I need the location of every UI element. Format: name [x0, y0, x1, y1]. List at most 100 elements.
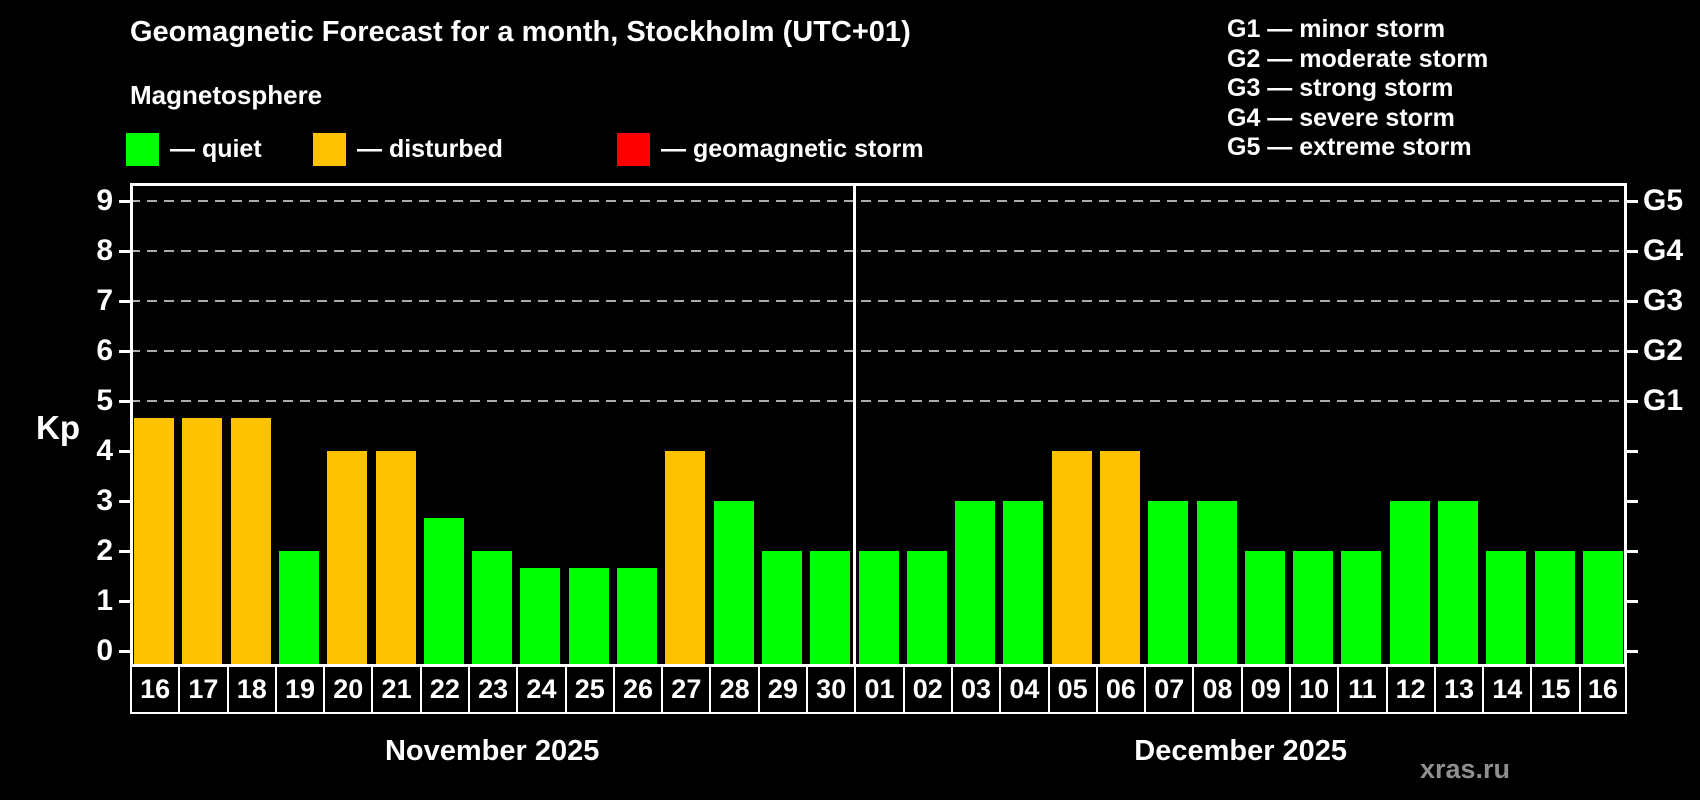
legend-label-quiet: — quiet — [170, 134, 262, 163]
y-tick-label: 3 — [96, 484, 113, 517]
kp-bar — [230, 417, 271, 667]
day-label: 29 — [757, 664, 809, 714]
chart-subtitle: Magnetosphere — [130, 80, 323, 110]
day-label: 14 — [1482, 664, 1533, 714]
kp-bar — [810, 551, 851, 667]
legend-swatch-disturbed-icon — [313, 132, 346, 166]
day-label: 22 — [419, 664, 471, 714]
kp-bar — [617, 567, 658, 667]
day-label: 24 — [516, 664, 567, 714]
chart-title: Geomagnetic Forecast for a month, Stockh… — [130, 16, 911, 48]
kp-bar — [665, 451, 706, 667]
grid-line — [130, 250, 1627, 252]
y-tick-label: 2 — [96, 534, 113, 567]
kp-bar — [423, 517, 464, 667]
y-tick-label: 4 — [96, 434, 113, 467]
day-label: 11 — [1337, 664, 1388, 714]
kp-bar — [858, 551, 899, 667]
day-label: 03 — [950, 664, 1002, 714]
day-label: 02 — [902, 664, 953, 714]
kp-bar — [1244, 551, 1285, 667]
kp-bar — [327, 451, 368, 667]
kp-bar — [1486, 551, 1527, 667]
left-axis-tick — [119, 549, 130, 553]
kp-bar — [1051, 451, 1092, 667]
kp-bar — [713, 501, 754, 667]
day-label: 20 — [323, 664, 374, 714]
kp-bar — [906, 551, 947, 667]
grid-line — [130, 350, 1627, 352]
legend-item-storm: — geomagnetic storm — [617, 131, 924, 167]
kp-bar — [1003, 501, 1044, 667]
left-axis-tick — [119, 449, 130, 453]
grid-line — [130, 300, 1627, 302]
legend-label-storm: — geomagnetic storm — [661, 134, 924, 163]
g-level-label: G3 — [1643, 284, 1684, 317]
left-axis-tick — [119, 399, 130, 403]
plot-area — [119, 183, 1638, 667]
left-axis-tick — [119, 299, 130, 303]
day-label: 23 — [468, 664, 519, 714]
kp-bar — [1534, 551, 1575, 667]
day-label: 05 — [1047, 664, 1098, 714]
y-tick-label: 1 — [96, 584, 113, 617]
right-axis-tick — [1627, 449, 1638, 453]
plot-border — [130, 183, 1627, 667]
legend-item-disturbed: — disturbed — [313, 131, 503, 167]
kp-bar — [761, 551, 802, 667]
right-axis-tick — [1627, 299, 1638, 303]
month-label: December 2025 — [1134, 735, 1348, 767]
storm-scale-item: G1 — minor storm — [1227, 15, 1446, 43]
g-level-label: G1 — [1643, 384, 1684, 417]
storm-scale-item: G4 — severe storm — [1227, 103, 1455, 132]
kp-bar — [1196, 501, 1237, 667]
storm-scale-item: G2 — moderate storm — [1227, 44, 1489, 73]
kp-bar — [134, 417, 175, 667]
left-axis-tick — [119, 249, 130, 253]
day-label: 10 — [1288, 664, 1340, 714]
storm-scale-item: G3 — strong storm — [1227, 74, 1454, 102]
kp-bar — [568, 567, 609, 667]
day-label: 16 — [1578, 664, 1627, 714]
right-axis-tick — [1627, 599, 1638, 603]
day-label: 08 — [1192, 664, 1243, 714]
grid-line — [130, 200, 1627, 202]
g-level-label: G2 — [1643, 334, 1684, 367]
kp-bar — [955, 501, 996, 667]
right-axis-tick — [1627, 249, 1638, 253]
day-label: 27 — [661, 664, 712, 714]
kp-bar — [182, 417, 223, 667]
left-axis-tick — [119, 499, 130, 503]
day-label: 21 — [371, 664, 422, 714]
y-tick-label: 6 — [96, 334, 113, 367]
y-tick-label: 9 — [96, 184, 113, 217]
day-label: 16 — [130, 664, 181, 714]
kp-bar — [1437, 501, 1478, 667]
kp-bar — [1099, 451, 1140, 667]
day-label: 04 — [999, 664, 1050, 714]
y-axis-label: Kp — [36, 409, 80, 446]
kp-bar — [1148, 501, 1189, 667]
month-label: November 2025 — [384, 735, 600, 767]
left-axis-tick — [119, 349, 130, 353]
kp-bar — [1341, 551, 1382, 667]
day-label: 28 — [709, 664, 760, 714]
y-tick-label: 0 — [96, 634, 113, 667]
g-level-label: G5 — [1643, 184, 1684, 217]
watermark: xras.ru — [1419, 754, 1510, 784]
kp-bar — [520, 567, 561, 667]
legend-item-quiet: — quiet — [126, 131, 262, 167]
g-level-label: G4 — [1643, 234, 1684, 267]
day-label: 17 — [178, 664, 229, 714]
day-label: 09 — [1240, 664, 1291, 714]
day-label: 18 — [226, 664, 277, 714]
legend-swatch-storm-icon — [617, 132, 650, 166]
y-tick-label: 8 — [96, 234, 113, 267]
right-axis-tick — [1627, 349, 1638, 353]
day-label: 12 — [1385, 664, 1436, 714]
right-axis-tick — [1627, 649, 1638, 653]
day-label: 15 — [1530, 664, 1581, 714]
right-axis-tick — [1627, 549, 1638, 553]
left-axis-tick — [119, 649, 130, 653]
